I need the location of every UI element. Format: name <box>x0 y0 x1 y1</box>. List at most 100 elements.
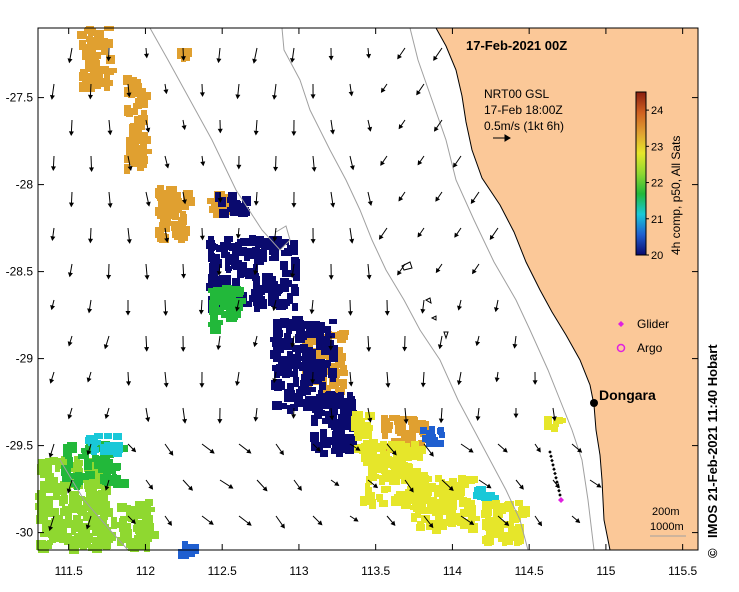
current-vector <box>273 155 279 172</box>
current-vector <box>312 515 323 526</box>
current-vector <box>494 371 500 383</box>
current-vector <box>48 443 55 458</box>
current-vector <box>367 407 373 423</box>
sst-patch <box>155 185 195 243</box>
current-vector <box>49 83 55 100</box>
current-vector <box>403 407 409 424</box>
current-vector <box>367 119 373 132</box>
current-vector <box>275 443 284 456</box>
current-vector <box>398 119 406 130</box>
current-vector <box>127 515 136 525</box>
current-vector <box>589 479 602 488</box>
land-mass <box>435 27 699 551</box>
current-vector <box>532 371 538 385</box>
sst-patch <box>420 426 445 447</box>
current-vector <box>435 191 443 202</box>
current-vector <box>571 443 583 453</box>
glider-latest-point <box>558 497 564 503</box>
current-vector <box>200 155 206 167</box>
current-vector <box>272 83 278 100</box>
current-vector <box>330 479 340 487</box>
current-vector <box>512 335 518 349</box>
x-axis: 111.5 112 112.5 113 113.5 114 114.5 115 115.5 <box>55 28 698 578</box>
current-vector <box>438 407 444 424</box>
isobath-legend-200m: 200m <box>652 506 680 518</box>
current-vector <box>50 227 56 241</box>
sst-patch <box>208 285 246 334</box>
current-vector <box>417 227 425 238</box>
sst-patch <box>123 75 152 174</box>
current-vector <box>433 47 443 61</box>
colorbar: 20 21 22 23 24 <box>635 91 663 262</box>
current-vector <box>145 191 151 207</box>
current-vector <box>310 371 316 384</box>
current-vector <box>349 443 361 451</box>
current-vector <box>125 299 131 316</box>
dongara-marker <box>590 399 598 407</box>
current-vector <box>85 515 92 530</box>
glider-point <box>551 463 555 467</box>
current-vector <box>126 371 132 386</box>
current-vector <box>127 155 133 171</box>
current-vector <box>347 299 353 316</box>
current-vector <box>497 443 508 453</box>
current-vector <box>367 479 379 489</box>
current-vector <box>348 371 354 387</box>
current-vector <box>216 47 222 64</box>
current-vector <box>50 299 56 311</box>
current-vector <box>87 83 93 100</box>
x-tick-label: 114 <box>443 564 462 578</box>
current-vector <box>497 515 510 526</box>
current-vector <box>163 371 169 388</box>
current-vector <box>272 371 278 384</box>
x-tick-label: 114.5 <box>515 564 544 578</box>
current-vector <box>470 191 480 205</box>
current-vector <box>290 263 296 279</box>
current-vector <box>67 47 73 64</box>
current-vector <box>291 407 297 419</box>
current-vector <box>457 299 462 311</box>
current-vector <box>198 299 204 315</box>
vector-time-label: 17-Feb 18:00Z <box>484 103 563 117</box>
current-vector <box>475 407 481 421</box>
glider-track <box>548 450 564 503</box>
current-vector <box>235 299 240 312</box>
current-vector <box>67 335 73 347</box>
glider-point <box>553 471 557 476</box>
glider-marker-icon <box>618 321 624 327</box>
current-vector <box>182 407 188 424</box>
current-vector <box>328 47 334 61</box>
current-vector <box>384 299 390 316</box>
legend: Glider Argo <box>616 317 669 355</box>
current-vector <box>144 335 150 352</box>
glider-point <box>550 458 554 463</box>
copyright-symbol: © <box>705 548 720 558</box>
current-vector <box>126 83 132 98</box>
current-vector <box>68 119 74 137</box>
current-vector <box>103 335 110 350</box>
current-vector <box>163 299 169 316</box>
current-vector <box>402 335 408 352</box>
current-vector <box>398 191 406 202</box>
sst-patch <box>544 416 566 432</box>
current-vector <box>475 335 481 347</box>
current-vector <box>380 155 388 166</box>
current-vector <box>386 515 396 526</box>
current-vector <box>236 155 242 170</box>
current-vector <box>219 479 234 489</box>
current-vector <box>238 443 252 454</box>
current-vector <box>201 515 214 525</box>
colorbar-tick-label: 21 <box>651 214 663 226</box>
sst-patch <box>473 486 499 501</box>
place-label: Dongara <box>599 387 656 403</box>
current-vector <box>217 407 223 424</box>
colorbar-tick-label: 23 <box>651 141 663 153</box>
current-vector <box>433 119 443 132</box>
current-vector <box>87 299 93 314</box>
glider-point <box>555 480 559 484</box>
current-vector <box>456 371 462 386</box>
current-vector <box>441 479 454 491</box>
glider-point <box>554 476 558 480</box>
current-vector <box>107 119 113 136</box>
current-vector <box>180 47 186 61</box>
